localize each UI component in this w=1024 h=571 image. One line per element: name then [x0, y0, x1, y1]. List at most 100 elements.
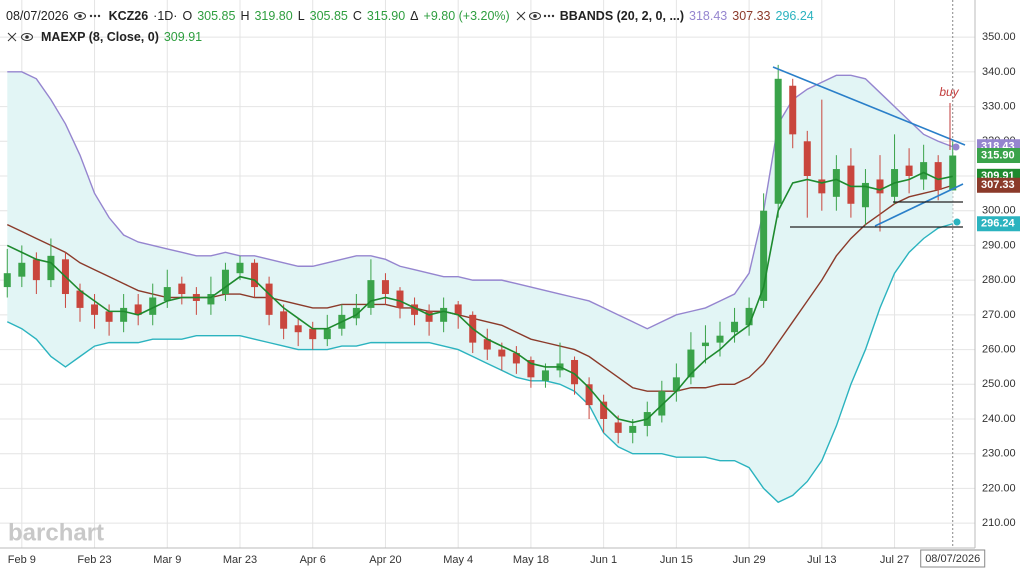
candle-body	[251, 262, 259, 288]
candle-body	[861, 182, 869, 208]
candle-body	[629, 425, 637, 433]
candle-body	[934, 162, 942, 190]
buy-label: buy	[939, 85, 959, 99]
candle-body	[352, 307, 360, 319]
price-badge	[977, 177, 1020, 193]
y-tick-label: 250.00	[982, 378, 1016, 390]
x-tick-label: May 4	[443, 554, 473, 566]
candle-body	[672, 377, 680, 392]
candle-body	[498, 349, 506, 357]
candle-body	[425, 311, 433, 322]
price-badge-label: 315.90	[981, 149, 1015, 161]
x-tick-label: Feb 23	[77, 554, 111, 566]
trend-line	[874, 183, 964, 227]
y-tick-label: 260.00	[982, 343, 1016, 355]
candle-body	[716, 335, 724, 343]
candle-body	[905, 165, 913, 176]
y-tick-label: 210.00	[982, 517, 1016, 529]
candle-body	[803, 141, 811, 176]
candle-body	[396, 290, 404, 308]
legend-key: Δ	[410, 9, 419, 23]
x-tick-label: Jun 15	[660, 554, 693, 566]
candle-body	[309, 328, 317, 340]
candle-body	[32, 259, 40, 281]
candle-body	[774, 78, 782, 204]
candle-body	[731, 321, 739, 333]
legend-icons	[7, 32, 33, 42]
plot-layer	[3, 64, 957, 504]
y-tick-label: 300.00	[982, 205, 1016, 217]
y-tick-label: 230.00	[982, 448, 1016, 460]
legend-icons	[73, 12, 100, 20]
candle-body	[847, 165, 855, 204]
legend-value: 319.80	[254, 9, 293, 23]
candle-body	[76, 290, 84, 308]
candle-body	[47, 255, 55, 281]
candle-body	[178, 283, 186, 295]
candle-body	[221, 269, 229, 295]
candle-body	[920, 162, 928, 180]
candle-body	[381, 280, 389, 295]
trend-line	[772, 66, 966, 146]
candle-body	[571, 359, 579, 385]
candle-body	[687, 349, 695, 378]
legend-key: L	[297, 9, 305, 23]
x-tick-label: Jul 13	[807, 554, 836, 566]
candle-body	[105, 311, 113, 322]
candle-body	[876, 179, 884, 194]
candle-body	[527, 359, 535, 378]
band-lower	[6, 223, 953, 504]
candle-body	[236, 262, 244, 274]
y-tick-label: 220.00	[982, 482, 1016, 494]
legend-date: 08/07/2026	[6, 9, 69, 23]
candle-body	[149, 297, 157, 315]
candle-body	[91, 304, 99, 315]
y-tick-label: 340.00	[982, 66, 1016, 78]
candle-body	[585, 384, 593, 406]
x-label-box	[920, 549, 986, 568]
price-badge-label: 307.33	[981, 179, 1015, 191]
candle-body	[614, 422, 622, 433]
drawings: buy	[772, 66, 966, 228]
legend-key: C	[352, 9, 362, 23]
candle-body	[280, 311, 288, 329]
legend-indicator: BBANDS (20, 2, 0, ...)	[559, 9, 685, 23]
legend-symbol: KCZ26	[108, 9, 149, 23]
x-tick-label: Feb 9	[8, 554, 36, 566]
candle-body	[3, 273, 11, 288]
candle-body	[163, 287, 171, 301]
legend-key: H	[240, 9, 250, 23]
legend-value: 309.91	[163, 30, 203, 44]
candle-body	[541, 370, 549, 381]
x-tick-label: Jul 27	[880, 554, 909, 566]
candle-body	[658, 391, 666, 416]
candle-body	[745, 307, 753, 326]
x-tick-label: May 18	[513, 554, 549, 566]
legend-value: 318.43	[689, 9, 728, 23]
y-tick-label: 280.00	[982, 274, 1016, 286]
price-badge	[977, 216, 1020, 232]
x-tick-label: Apr 6	[300, 554, 326, 566]
candle-body	[512, 353, 520, 364]
candle-body	[411, 304, 419, 315]
candle-body	[760, 210, 768, 301]
y-tick-label: 350.00	[982, 31, 1016, 43]
candle-body	[265, 283, 273, 315]
candle-body	[600, 401, 608, 419]
legend-icons	[516, 11, 554, 21]
marker	[953, 218, 961, 226]
band-fill	[7, 71, 953, 503]
y-tick-label: 240.00	[982, 413, 1016, 425]
ema-line	[6, 171, 953, 424]
y-tick-label: 330.00	[982, 100, 1016, 112]
x-tick-label: Mar 23	[223, 554, 257, 566]
x-tick-label: 08/07/2026	[925, 553, 980, 565]
candle-body	[832, 169, 840, 197]
price-badge-label: 296.24	[981, 218, 1016, 230]
candle-body	[483, 339, 491, 350]
x-tick-label: Jun 1	[590, 554, 617, 566]
